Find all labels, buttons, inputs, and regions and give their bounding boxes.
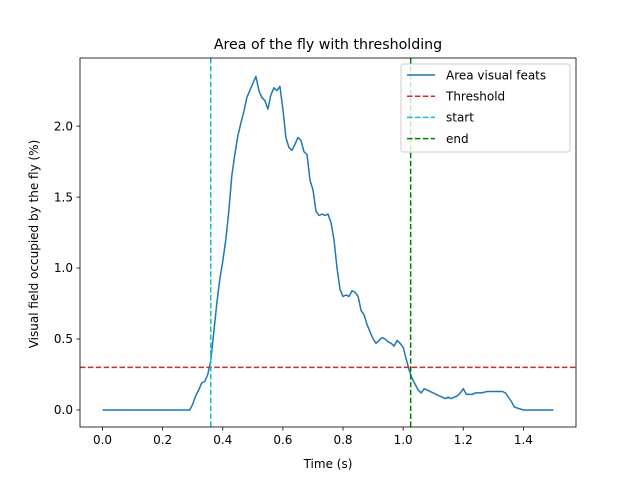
chart-title: Area of the fly with thresholding xyxy=(214,37,442,53)
plot-area xyxy=(79,57,577,428)
legend-label: Area visual feats xyxy=(446,68,546,82)
y-tick-label: 0.0 xyxy=(54,403,73,417)
y-axis: 0.0 0.5 1.0 1.5 2.0 xyxy=(54,119,80,417)
area-series-line xyxy=(102,75,554,411)
legend-label: end xyxy=(446,132,469,146)
legend-label: Threshold xyxy=(445,90,505,104)
legend: Area visual feats Threshold start end xyxy=(400,63,571,153)
y-tick-label: 0.5 xyxy=(54,332,73,346)
x-tick-label: 0.8 xyxy=(333,433,352,447)
x-tick-label: 1.2 xyxy=(454,433,473,447)
x-tick-label: 0.2 xyxy=(153,433,172,447)
x-tick-label: 1.4 xyxy=(514,433,533,447)
x-axis-label: Time (s) xyxy=(303,457,353,471)
legend-label: start xyxy=(446,111,474,125)
legend-box xyxy=(400,63,571,153)
axes-frame xyxy=(79,57,577,428)
x-tick-label: 0.6 xyxy=(273,433,292,447)
x-tick-label: 0.4 xyxy=(213,433,232,447)
y-tick-label: 2.0 xyxy=(54,119,73,133)
x-axis: 0.0 0.2 0.4 0.6 0.8 1.0 1.2 1.4 xyxy=(93,427,533,447)
y-tick-label: 1.5 xyxy=(54,190,73,204)
y-axis-label: Visual field occupied by the fly (%) xyxy=(27,140,41,349)
y-tick-label: 1.0 xyxy=(54,261,73,275)
x-tick-label: 1.0 xyxy=(394,433,413,447)
x-tick-label: 0.0 xyxy=(93,433,112,447)
